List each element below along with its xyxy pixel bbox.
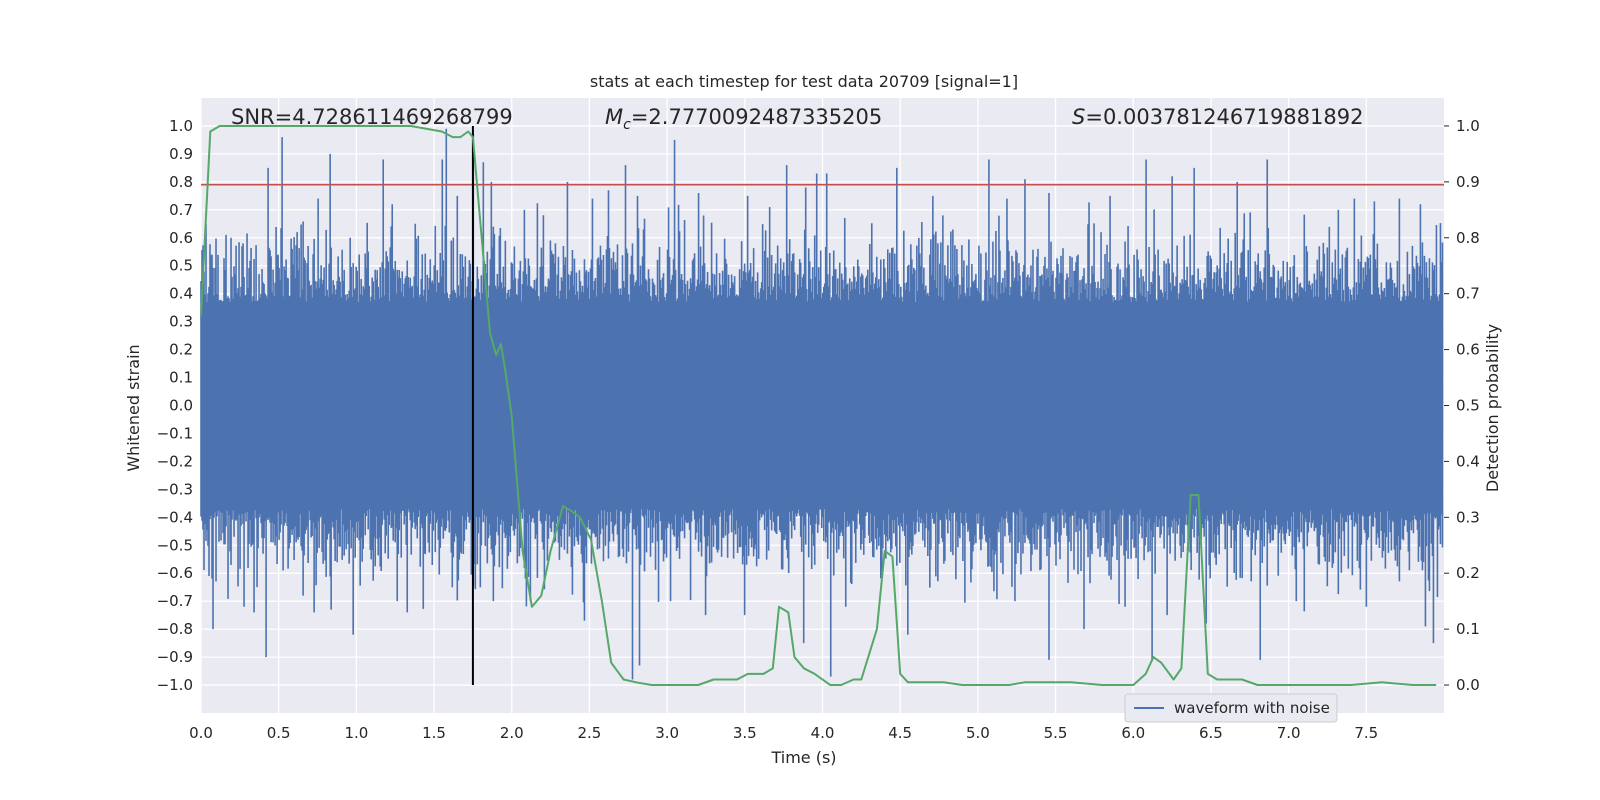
y-left-tick-label: −1.0 <box>157 676 193 694</box>
chirp-mass-subscript: c <box>623 117 631 133</box>
y-left-tick-label: 0.3 <box>169 313 193 331</box>
x-axis-ticks: 0.0 0.5 1.0 1.5 2.0 2.5 3.0 3.5 4.0 4.5 5.0 5.5 6.0 6… <box>189 724 1378 742</box>
y-right-tick-label: 0.3 <box>1456 508 1480 526</box>
x-tick-label: 4.5 <box>888 724 912 742</box>
y-axis-left-label: Whitened strain <box>124 344 143 471</box>
x-tick-label: 1.0 <box>344 724 368 742</box>
x-axis-label: Time (s) <box>770 748 836 767</box>
y-right-tick-label: 1.0 <box>1456 117 1480 135</box>
y-right-tick-label: 0.8 <box>1456 229 1480 247</box>
snr-annotation: SNR=4.728611469268799 <box>231 105 513 129</box>
chirp-mass-annotation: Mc=2.7770092487335205 <box>605 105 882 133</box>
detection-probability-group <box>200 125 1437 686</box>
x-tick-label: 5.5 <box>1044 724 1068 742</box>
y-left-tick-label: −0.5 <box>157 536 193 554</box>
x-tick-label: 7.0 <box>1277 724 1301 742</box>
y-left-tick-label: 0.0 <box>169 397 193 415</box>
y-left-tick-label: −0.6 <box>157 564 193 582</box>
y-left-tick-label: −0.4 <box>157 508 193 526</box>
x-tick-label: 7.5 <box>1354 724 1378 742</box>
x-tick-label: 1.5 <box>422 724 446 742</box>
legend-box <box>1124 693 1338 723</box>
y-left-tick-label: 0.8 <box>169 173 193 191</box>
y-left-tick-label: 0.7 <box>169 201 193 219</box>
y-right-tick-label: 0.5 <box>1456 397 1480 415</box>
x-tick-label: 2.5 <box>578 724 602 742</box>
y-axis-right-label: Detection probability <box>1483 324 1502 492</box>
y-left-tick-label: 0.4 <box>169 285 193 303</box>
y-axis-right-ticks: 1.0 0.9 0.8 0.7 0.6 0.5 0.4 0.3 0.2 0.1 0.0 <box>1444 117 1480 694</box>
x-tick-label: 3.5 <box>733 724 757 742</box>
s-symbol: S <box>1072 105 1085 129</box>
y-left-tick-label: 0.1 <box>169 369 193 387</box>
y-left-tick-label: −0.8 <box>157 620 193 638</box>
x-tick-label: 0.0 <box>189 724 213 742</box>
chart-title: stats at each timestep for test data 207… <box>590 72 1018 91</box>
y-right-tick-label: 0.7 <box>1456 285 1480 303</box>
y-left-tick-label: 0.6 <box>169 229 193 247</box>
y-left-tick-label: 0.5 <box>169 257 193 275</box>
y-left-tick-label: −0.1 <box>157 424 193 442</box>
y-left-tick-label: 1.0 <box>169 117 193 135</box>
y-right-tick-label: 0.9 <box>1456 173 1480 191</box>
x-tick-label: 6.5 <box>1199 724 1223 742</box>
legend: waveform with noise <box>1124 693 1338 723</box>
y-left-tick-label: 0.2 <box>169 341 193 359</box>
y-left-tick-label: −0.7 <box>157 592 193 610</box>
waveform-series <box>200 128 1444 680</box>
x-tick-label: 4.0 <box>811 724 835 742</box>
y-left-tick-label: −0.2 <box>157 452 193 470</box>
y-left-tick-label: 0.9 <box>169 145 193 163</box>
chirp-mass-symbol: M <box>605 105 623 129</box>
y-right-tick-label: 0.6 <box>1456 341 1480 359</box>
chirp-mass-value: =2.7770092487335205 <box>631 105 882 129</box>
x-tick-label: 3.0 <box>655 724 679 742</box>
y-axis-left-ticks: 1.0 0.9 0.8 0.7 0.6 0.5 0.4 0.3 0.2 0.1 0.0 −0.1 −0.… <box>157 117 193 694</box>
s-annotation: S=0.003781246719881892 <box>1072 105 1363 129</box>
s-value: =0.003781246719881892 <box>1085 105 1363 129</box>
y-right-tick-label: 0.0 <box>1456 676 1480 694</box>
y-right-tick-label: 0.1 <box>1456 620 1480 638</box>
y-right-tick-label: 0.2 <box>1456 564 1480 582</box>
x-tick-label: 2.0 <box>500 724 524 742</box>
x-tick-label: 6.0 <box>1121 724 1145 742</box>
legend-label-waveform: waveform with noise <box>1174 699 1330 717</box>
y-right-tick-label: 0.4 <box>1456 452 1480 470</box>
x-tick-label: 0.5 <box>267 724 291 742</box>
detection-probability-line <box>200 125 1437 686</box>
x-tick-label: 5.0 <box>966 724 990 742</box>
y-left-tick-label: −0.9 <box>157 648 193 666</box>
y-left-tick-label: −0.3 <box>157 480 193 498</box>
